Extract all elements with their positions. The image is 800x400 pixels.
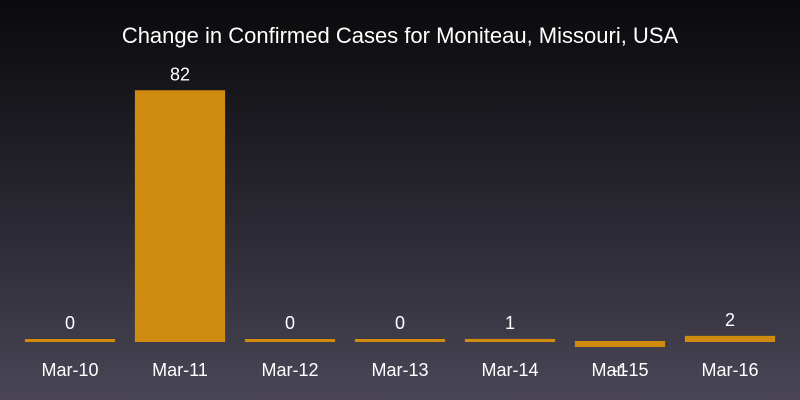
value-label-mar-14: 1	[505, 313, 515, 333]
bar-mar-15	[574, 341, 666, 347]
bar-mar-11	[134, 90, 226, 342]
x-tick-label-mar-14: Mar-14	[481, 360, 538, 380]
bar-mar-10	[24, 339, 116, 342]
x-tick-label-mar-10: Mar-10	[41, 360, 98, 380]
x-tick-label-mar-16: Mar-16	[701, 360, 758, 380]
bar-mar-14	[464, 338, 556, 342]
value-label-mar-10: 0	[65, 313, 75, 333]
chart-title: Change in Confirmed Cases for Moniteau, …	[122, 23, 679, 48]
x-tick-label-mar-11: Mar-11	[152, 360, 208, 380]
value-label-mar-12: 0	[285, 313, 295, 333]
value-label-mar-16: 2	[725, 310, 735, 330]
bar-mar-13	[354, 339, 446, 342]
value-label-mar-11: 82	[170, 64, 190, 84]
x-tick-label-mar-13: Mar-13	[371, 360, 428, 380]
value-label-mar-15: -1	[612, 360, 628, 380]
value-label-mar-13: 0	[395, 313, 405, 333]
bar-mar-12	[244, 339, 336, 342]
value-labels-group: 0 82 0 0 1 -1 2	[65, 64, 735, 380]
bar-mar-16	[684, 335, 776, 342]
bars-group	[24, 90, 776, 347]
x-tick-label-mar-15: Mar-15	[591, 360, 648, 380]
x-tick-label-mar-12: Mar-12	[261, 360, 318, 380]
x-tick-labels-group: Mar-10 Mar-11 Mar-12 Mar-13 Mar-14 Mar-15 Mar-…	[41, 360, 758, 380]
